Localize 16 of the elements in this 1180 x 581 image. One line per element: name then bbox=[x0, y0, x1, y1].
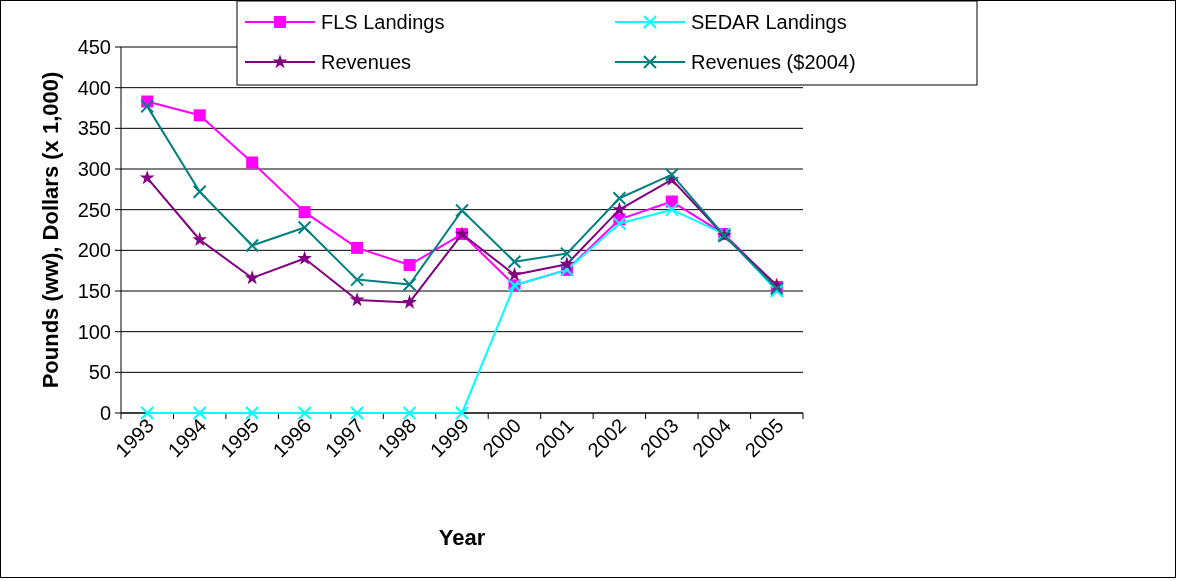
legend-label: FLS Landings bbox=[321, 11, 445, 33]
y-tick-label: 150 bbox=[77, 280, 111, 302]
legend-label: Revenues bbox=[321, 51, 412, 73]
y-tick-label: 50 bbox=[88, 361, 111, 384]
y-tick-label: 100 bbox=[77, 320, 111, 343]
y-tick-label: 450 bbox=[77, 36, 111, 58]
y-axis-title: Pounds (ww), Dollars (x 1,000) bbox=[38, 71, 63, 389]
y-tick-label: 300 bbox=[77, 158, 111, 180]
y-tick-label: 200 bbox=[77, 239, 111, 262]
legend-label: Revenues ($2004) bbox=[691, 51, 856, 73]
y-tick-label: 400 bbox=[77, 76, 111, 99]
legend-label: SEDAR Landings bbox=[691, 11, 847, 33]
y-tick-label: 0 bbox=[99, 402, 111, 424]
y-tick-label: 250 bbox=[77, 198, 111, 221]
y-tick-label: 350 bbox=[77, 117, 111, 140]
x-axis-title: Year bbox=[438, 525, 486, 550]
